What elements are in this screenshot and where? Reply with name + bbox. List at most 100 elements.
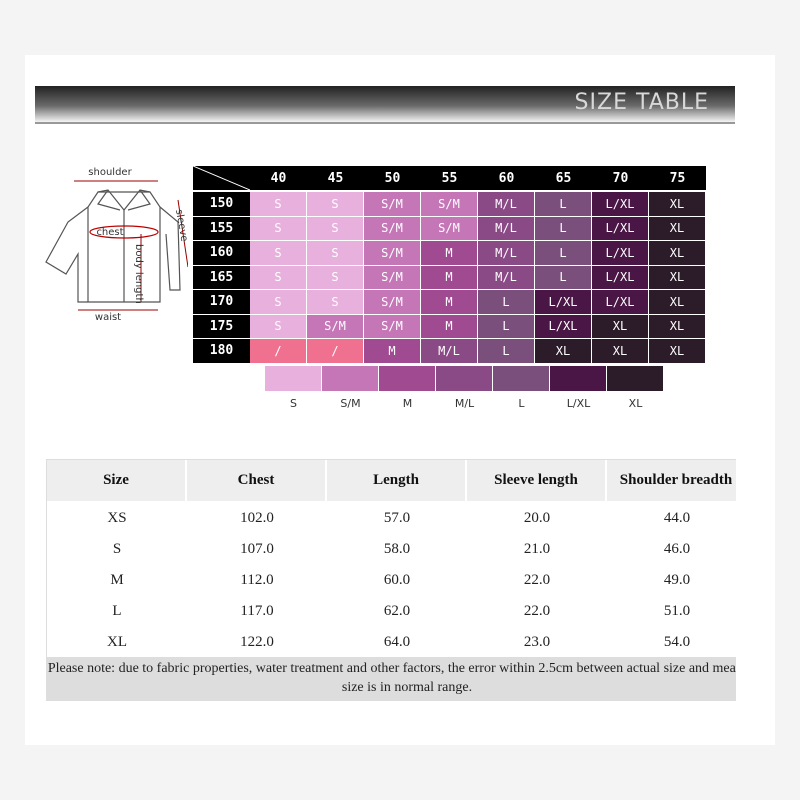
table-cell: 102.0 (240, 510, 274, 526)
size-cell: M (421, 290, 478, 315)
table-cell: 60.0 (383, 572, 411, 588)
size-cell: S/M (364, 314, 421, 339)
size-cell: XL (649, 290, 706, 315)
size-cell: S (307, 290, 364, 315)
size-cell: L/XL (592, 241, 649, 266)
size-cell: S/M (364, 216, 421, 241)
column-header: 65 (535, 166, 592, 190)
size-cell: S (250, 314, 307, 339)
size-cell: S/M (364, 290, 421, 315)
table-cell: 117.0 (240, 603, 274, 619)
size-cell: S/M (307, 314, 364, 339)
row-header: 155 (193, 216, 250, 241)
size-cell: S (307, 265, 364, 290)
size-cell: S (250, 290, 307, 315)
column-header: 40 (250, 166, 307, 190)
legend-label: L/XL (566, 396, 591, 410)
size-cell: L (478, 314, 535, 339)
legend-label: M (402, 396, 413, 410)
diagram-label: shoulder (88, 167, 132, 178)
row-header: 150 (193, 192, 250, 217)
row-header: 175 (193, 314, 250, 339)
size-cell: S/M (364, 192, 421, 217)
legend-swatch (550, 366, 606, 391)
legend-swatch (493, 366, 549, 391)
legend-swatch (607, 366, 663, 391)
table-cell: 57.0 (383, 510, 411, 526)
size-cell: M/L (478, 192, 535, 217)
size-cell: L/XL (592, 216, 649, 241)
size-cell: S/M (421, 192, 478, 217)
diagram-label: sleeve (173, 209, 188, 243)
table-cell: S (112, 541, 122, 557)
size-cell: / (250, 339, 307, 364)
table-header: Size (47, 460, 187, 501)
size-cell: XL (649, 265, 706, 290)
size-cell: S (250, 241, 307, 266)
shirt-diagram: shoulder sleeve chest body length waist (45, 167, 188, 323)
corner-cell (193, 166, 250, 190)
size-cell: S (250, 216, 307, 241)
table-cell: XL (107, 634, 127, 650)
table-cell: 122.0 (240, 634, 274, 650)
size-cell: M (421, 241, 478, 266)
size-cell: L (535, 192, 592, 217)
size-cell: S/M (364, 241, 421, 266)
measure-table: Please note: due to fabric properties, w… (46, 459, 736, 701)
size-cell: M (421, 314, 478, 339)
table-cell: 22.0 (523, 572, 551, 588)
legend-label: S (290, 396, 297, 410)
size-cell: M/L (478, 216, 535, 241)
row-header: 180 (193, 339, 250, 364)
table-cell: XS (107, 510, 127, 526)
row-header: 170 (193, 290, 250, 315)
table-cell: 112.0 (240, 572, 274, 588)
table-cell: 51.0 (663, 603, 691, 619)
corner-diagonal (193, 166, 250, 190)
column-header: 45 (307, 166, 364, 190)
column-header: 60 (478, 166, 535, 190)
size-cell: M (364, 339, 421, 364)
size-cell: L/XL (592, 265, 649, 290)
table-header: Chest (187, 460, 327, 501)
legend-swatch (436, 366, 492, 391)
size-cell: S (307, 216, 364, 241)
legend-swatch (379, 366, 435, 391)
size-cell: XL (649, 339, 706, 364)
size-cell: XL (649, 192, 706, 217)
size-cell: XL (592, 339, 649, 364)
column-header: 70 (592, 166, 649, 190)
row-header: 160 (193, 241, 250, 266)
column-header: 55 (421, 166, 478, 190)
size-cell: S (250, 192, 307, 217)
table-cell: 21.0 (523, 541, 551, 557)
banner: SIZE TABLE (35, 86, 735, 124)
table-cell: 64.0 (383, 634, 411, 650)
size-cell: XL (649, 241, 706, 266)
legend-swatch (265, 366, 321, 391)
size-cell: / (307, 339, 364, 364)
size-cell: M/L (478, 265, 535, 290)
size-cell: M/L (421, 339, 478, 364)
table-cell: 23.0 (523, 634, 551, 650)
size-cell: S (250, 265, 307, 290)
size-cell: M (421, 265, 478, 290)
row-header: 165 (193, 265, 250, 290)
size-cell: L (535, 241, 592, 266)
size-cell: XL (535, 339, 592, 364)
size-cell: S (307, 192, 364, 217)
table-cell: 62.0 (383, 603, 411, 619)
legend-label: L (518, 396, 525, 410)
table-cell: 49.0 (663, 572, 691, 588)
size-cell: L (535, 216, 592, 241)
banner-title: SIZE TABLE (574, 90, 709, 115)
size-cell: L (478, 290, 535, 315)
size-cell: L (478, 339, 535, 364)
column-header: 75 (649, 166, 706, 190)
table-header: Length (327, 460, 467, 501)
size-cell: S/M (421, 216, 478, 241)
size-cell: L/XL (592, 192, 649, 217)
table-cell: 44.0 (663, 510, 691, 526)
table-cell: 20.0 (523, 510, 551, 526)
